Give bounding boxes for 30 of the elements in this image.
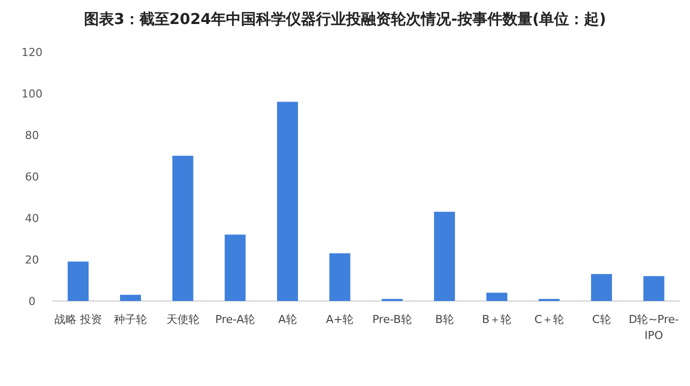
x-tick-label: B轮 (435, 313, 454, 326)
bar (486, 292, 508, 301)
x-tick-label: C＋轮 (534, 313, 564, 326)
y-tick-label: 100 (22, 88, 42, 100)
bar (329, 253, 350, 301)
chart-title: 图表3：截至2024年中国科学仪器行业投融资轮次情况-按事件数量(单位：起) (84, 10, 606, 28)
y-tick-label: 40 (25, 212, 39, 225)
y-tick-label: 80 (25, 129, 39, 142)
bar (434, 212, 455, 301)
x-tick-label: 天使轮 (166, 313, 200, 326)
y-tick-label: 0 (28, 295, 36, 308)
bar (591, 274, 612, 301)
y-tick-label: 120 (22, 46, 42, 59)
bar (120, 294, 141, 301)
x-tick-label: 种子轮 (114, 313, 147, 326)
x-tick-label: C轮 (592, 313, 611, 326)
x-tick-label: 战略 投资 (54, 313, 102, 326)
y-tick-label: 60 (25, 170, 39, 184)
y-tick-label: 20 (25, 254, 39, 266)
x-tick-label: B＋轮 (482, 313, 512, 326)
x-tick-label: Pre-A轮 (215, 313, 256, 326)
x-tick-label: Pre-B轮 (372, 313, 412, 326)
bar (224, 234, 246, 301)
x-tick-label: A+轮 (326, 313, 354, 326)
bar (643, 276, 664, 301)
x-tick-label: D轮~Pre-IPO (628, 313, 679, 342)
bar (277, 102, 298, 301)
bar (172, 156, 194, 301)
x-tick-label: A轮 (278, 313, 297, 326)
bar (68, 262, 89, 301)
